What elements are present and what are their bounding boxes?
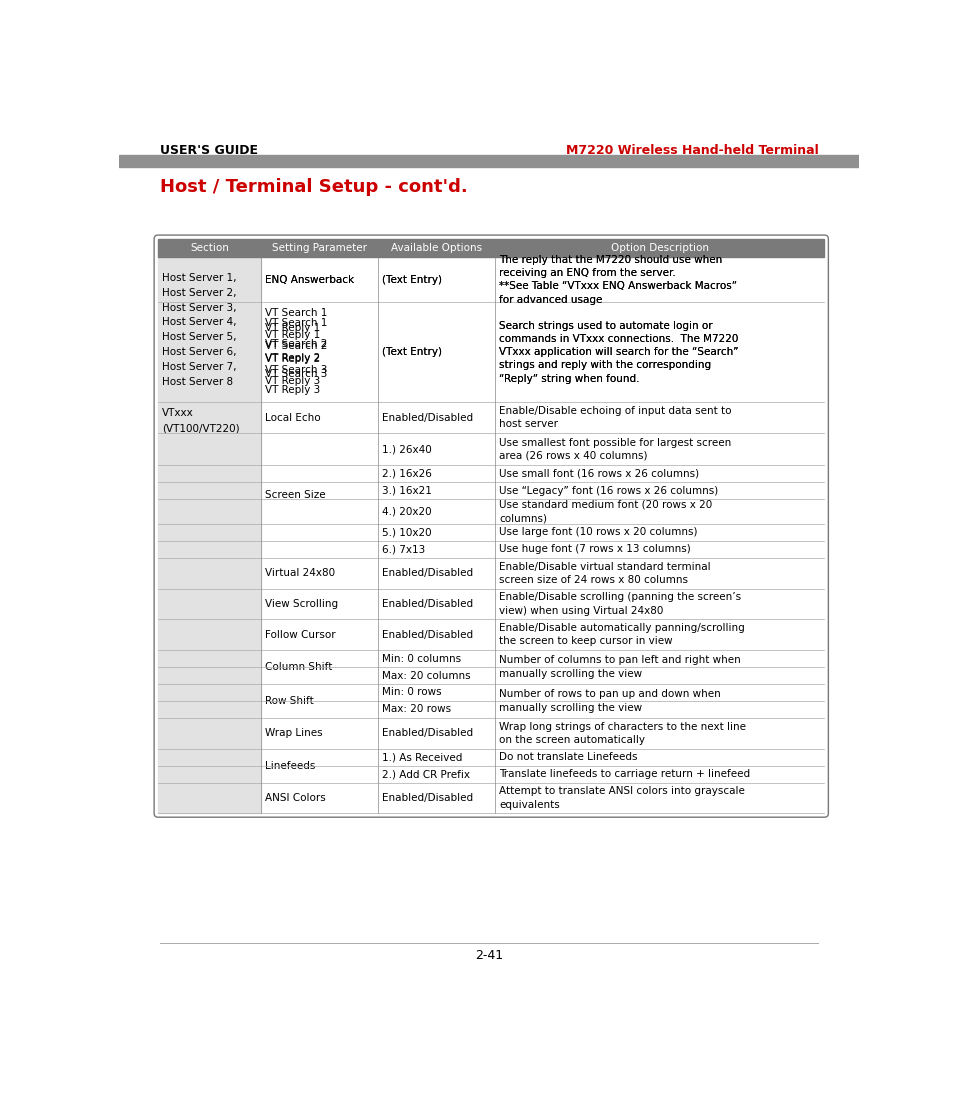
Text: Row Shift: Row Shift bbox=[265, 696, 314, 706]
Text: (Text Entry): (Text Entry) bbox=[381, 347, 441, 357]
Text: 2-41: 2-41 bbox=[475, 950, 502, 962]
Text: (Text Entry): (Text Entry) bbox=[381, 275, 441, 285]
Text: Min: 0 columns: Min: 0 columns bbox=[381, 654, 460, 664]
Text: Enable/Disable scrolling (panning the screen’s
view) when using Virtual 24x80: Enable/Disable scrolling (panning the sc… bbox=[498, 593, 740, 616]
Text: VT Search 2: VT Search 2 bbox=[265, 339, 327, 349]
Text: Use small font (16 rows x 26 columns): Use small font (16 rows x 26 columns) bbox=[498, 469, 699, 479]
Text: VT Search 1: VT Search 1 bbox=[265, 308, 327, 318]
FancyBboxPatch shape bbox=[154, 235, 827, 817]
Text: Follow Cursor: Follow Cursor bbox=[265, 629, 335, 639]
Text: Use “Legacy” font (16 rows x 26 columns): Use “Legacy” font (16 rows x 26 columns) bbox=[498, 486, 718, 496]
Text: Enable/Disable automatically panning/scrolling
the screen to keep cursor in view: Enable/Disable automatically panning/scr… bbox=[498, 623, 744, 646]
Text: Section: Section bbox=[190, 244, 229, 254]
Text: (Text Entry): (Text Entry) bbox=[381, 275, 441, 285]
Text: 6.) 7x13: 6.) 7x13 bbox=[381, 544, 425, 554]
Text: Screen Size: Screen Size bbox=[265, 490, 326, 500]
Text: VT Search 3: VT Search 3 bbox=[265, 369, 327, 379]
Text: Max: 20 columns: Max: 20 columns bbox=[381, 671, 470, 681]
Text: Host Server 1,
Host Server 2,
Host Server 3,
Host Server 4,
Host Server 5,
Host : Host Server 1, Host Server 2, Host Serve… bbox=[162, 272, 236, 387]
Text: Number of columns to pan left and right when
manually scrolling the view: Number of columns to pan left and right … bbox=[498, 655, 740, 678]
Text: 5.) 10x20: 5.) 10x20 bbox=[381, 527, 431, 537]
Text: Max: 20 rows: Max: 20 rows bbox=[381, 704, 451, 714]
Text: Enabled/Disabled: Enabled/Disabled bbox=[381, 568, 473, 578]
Text: (Text Entry): (Text Entry) bbox=[381, 347, 441, 357]
Text: The reply that the M7220 should use when
receiving an ENQ from the server.
**See: The reply that the M7220 should use when… bbox=[498, 255, 737, 305]
Bar bbox=[158, 239, 823, 257]
Text: Local Echo: Local Echo bbox=[265, 413, 320, 423]
Text: Number of rows to pan up and down when
manually scrolling the view: Number of rows to pan up and down when m… bbox=[498, 689, 720, 713]
Text: The reply that the M7220 should use when
receiving an ENQ from the server.
**See: The reply that the M7220 should use when… bbox=[498, 255, 737, 305]
Text: Virtual 24x80: Virtual 24x80 bbox=[265, 568, 335, 578]
Text: Setting Parameter: Setting Parameter bbox=[272, 244, 367, 254]
Text: Use standard medium font (20 rows x 20
columns): Use standard medium font (20 rows x 20 c… bbox=[498, 500, 712, 523]
Bar bbox=[119, 155, 858, 167]
Text: Enabled/Disabled: Enabled/Disabled bbox=[381, 629, 473, 639]
Text: 3.) 16x21: 3.) 16x21 bbox=[381, 486, 432, 496]
Text: Enable/Disable virtual standard terminal
screen size of 24 rows x 80 columns: Enable/Disable virtual standard terminal… bbox=[498, 562, 710, 585]
Text: Attempt to translate ANSI colors into grayscale
equivalents: Attempt to translate ANSI colors into gr… bbox=[498, 786, 744, 810]
Text: VT Reply 2: VT Reply 2 bbox=[265, 354, 320, 364]
Bar bbox=[158, 257, 261, 403]
Text: Enabled/Disabled: Enabled/Disabled bbox=[381, 793, 473, 803]
Text: Enabled/Disabled: Enabled/Disabled bbox=[381, 599, 473, 609]
Text: VT Reply 3: VT Reply 3 bbox=[265, 385, 320, 395]
Text: Translate linefeeds to carriage return + linefeed: Translate linefeeds to carriage return +… bbox=[498, 770, 750, 780]
Text: ENQ Answerback: ENQ Answerback bbox=[265, 275, 354, 285]
Text: VTxxx
(VT100/VT220): VTxxx (VT100/VT220) bbox=[162, 408, 239, 434]
Text: Search strings used to automate login or
commands in VTxxx connections.  The M72: Search strings used to automate login or… bbox=[498, 320, 738, 384]
Text: VT Reply 1: VT Reply 1 bbox=[265, 324, 320, 334]
Text: Do not translate Linefeeds: Do not translate Linefeeds bbox=[498, 752, 637, 762]
Text: ANSI Colors: ANSI Colors bbox=[265, 793, 326, 803]
Text: Enabled/Disabled: Enabled/Disabled bbox=[381, 413, 473, 423]
Text: 1.) 26x40: 1.) 26x40 bbox=[381, 444, 431, 454]
Text: Available Options: Available Options bbox=[391, 244, 481, 254]
Text: USER'S GUIDE: USER'S GUIDE bbox=[159, 143, 257, 157]
Text: Use large font (10 rows x 20 columns): Use large font (10 rows x 20 columns) bbox=[498, 527, 697, 537]
Text: Linefeeds: Linefeeds bbox=[265, 761, 315, 771]
Text: Use huge font (7 rows x 13 columns): Use huge font (7 rows x 13 columns) bbox=[498, 544, 690, 554]
Text: Host / Terminal Setup - cont'd.: Host / Terminal Setup - cont'd. bbox=[159, 178, 467, 197]
Bar bbox=[158, 403, 261, 813]
Text: 2.) Add CR Prefix: 2.) Add CR Prefix bbox=[381, 770, 469, 780]
Text: Use smallest font possible for largest screen
area (26 rows x 40 columns): Use smallest font possible for largest s… bbox=[498, 437, 731, 460]
Text: Enabled/Disabled: Enabled/Disabled bbox=[381, 728, 473, 738]
Text: Option Description: Option Description bbox=[610, 244, 708, 254]
Text: Enable/Disable echoing of input data sent to
host server: Enable/Disable echoing of input data sen… bbox=[498, 406, 731, 429]
Text: ENQ Answerback: ENQ Answerback bbox=[265, 275, 354, 285]
Text: Wrap Lines: Wrap Lines bbox=[265, 728, 322, 738]
Text: Column Shift: Column Shift bbox=[265, 662, 333, 672]
Text: Search strings used to automate login or
commands in VTxxx connections.  The M72: Search strings used to automate login or… bbox=[498, 320, 738, 384]
Text: 1.) As Received: 1.) As Received bbox=[381, 752, 461, 762]
Text: View Scrolling: View Scrolling bbox=[265, 599, 338, 609]
Text: Min: 0 rows: Min: 0 rows bbox=[381, 687, 441, 697]
Text: VT Search 1
VT Reply 1
VT Search 2
VT Reply 2
VT Search 3
VT Reply 3: VT Search 1 VT Reply 1 VT Search 2 VT Re… bbox=[265, 318, 327, 386]
Text: 4.) 20x20: 4.) 20x20 bbox=[381, 506, 431, 516]
Text: M7220 Wireless Hand-held Terminal: M7220 Wireless Hand-held Terminal bbox=[565, 143, 818, 157]
Text: 2.) 16x26: 2.) 16x26 bbox=[381, 469, 432, 479]
Text: Wrap long strings of characters to the next line
on the screen automatically: Wrap long strings of characters to the n… bbox=[498, 722, 745, 745]
